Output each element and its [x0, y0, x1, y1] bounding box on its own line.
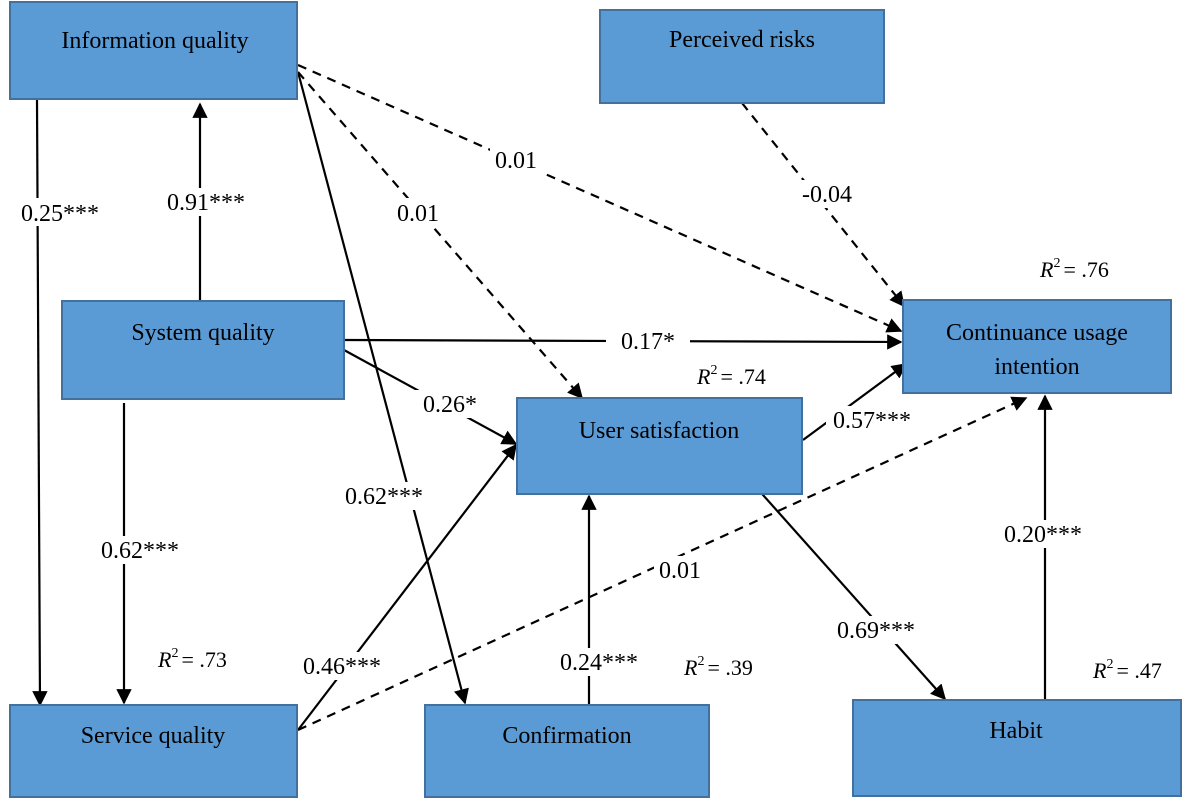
- label-information-quality: Information quality: [61, 28, 248, 54]
- label-continuance-usage-intention-line2: intention: [994, 354, 1079, 380]
- r-squared-user-satisfaction: R2 = .74: [696, 363, 766, 389]
- box-user-satisfaction: [516, 397, 803, 495]
- coef-user-satisfaction-to-continuance: 0.57***: [833, 408, 911, 434]
- box-service-quality: [9, 704, 298, 798]
- box-perceived-risks: [599, 9, 885, 104]
- label-habit: Habit: [989, 718, 1043, 744]
- coef-user-satisfaction-to-habit: 0.69***: [837, 618, 915, 644]
- construct-boxes: [9, 1, 1182, 798]
- coef-habit-to-continuance: 0.20***: [1004, 522, 1082, 548]
- label-user-satisfaction: User satisfaction: [579, 418, 740, 444]
- coef-confirmation-to-user-satisfaction: 0.24***: [560, 650, 638, 676]
- coef-system-to-continuance: 0.17*: [621, 329, 675, 355]
- r-squared-confirmation: R2 = .39: [683, 654, 753, 680]
- coef-iq-to-user-satisfaction: 0.01: [397, 201, 439, 227]
- coef-service-quality-to-user-satisfaction: 0.46***: [303, 654, 381, 680]
- r-squared-habit: R2 = .47: [1092, 657, 1162, 683]
- box-information-quality: [9, 1, 298, 100]
- coef-system-to-user-satisfaction: 0.26*: [423, 392, 477, 418]
- r-squared-labels: R2 = .76 R2 = .74 R2 = .73 R2 = .39 R2 = .47: [157, 256, 1162, 683]
- box-confirmation: [424, 704, 710, 798]
- path-coefficient-labels: 0.25*** 0.91*** 0.01 0.01 -0.04 0.17* 0.…: [14, 146, 1089, 680]
- coef-iq-to-service-quality: 0.25***: [21, 201, 99, 227]
- label-system-quality: System quality: [131, 320, 274, 346]
- path-iq-to-user-satisfaction: [297, 71, 584, 400]
- label-perceived-risks: Perceived risks: [669, 27, 815, 53]
- construct-labels: Information quality Perceived risks Syst…: [61, 27, 1128, 749]
- path-user-satisfaction-to-continuance: [802, 363, 908, 441]
- box-system-quality: [61, 300, 345, 400]
- label-confirmation: Confirmation: [502, 723, 631, 749]
- box-continuance-usage-intention: [902, 299, 1172, 394]
- r-squared-continuance: R2 = .76: [1039, 256, 1109, 282]
- coef-service-quality-to-continuance: 0.01: [659, 558, 701, 584]
- r-squared-service-quality: R2 = .73: [157, 646, 227, 672]
- path-iq-to-service-quality: [32, 99, 48, 707]
- label-service-quality: Service quality: [81, 723, 226, 749]
- coef-iq-to-confirmation: 0.62***: [345, 484, 423, 510]
- coef-iq-to-continuance: 0.01: [495, 148, 537, 174]
- path-iq-to-continuance: [297, 63, 903, 333]
- path-service-quality-to-user-satisfaction: [297, 443, 517, 731]
- coef-system-to-iq: 0.91***: [167, 190, 245, 216]
- box-habit: [852, 699, 1182, 797]
- path-iq-to-confirmation: [296, 71, 469, 705]
- label-continuance-usage-intention-line1: Continuance usage: [946, 320, 1128, 346]
- coef-risk-to-continuance: -0.04: [802, 182, 852, 208]
- path-user-satisfaction-to-habit: [754, 485, 947, 701]
- coef-system-to-service-quality: 0.62***: [101, 538, 179, 564]
